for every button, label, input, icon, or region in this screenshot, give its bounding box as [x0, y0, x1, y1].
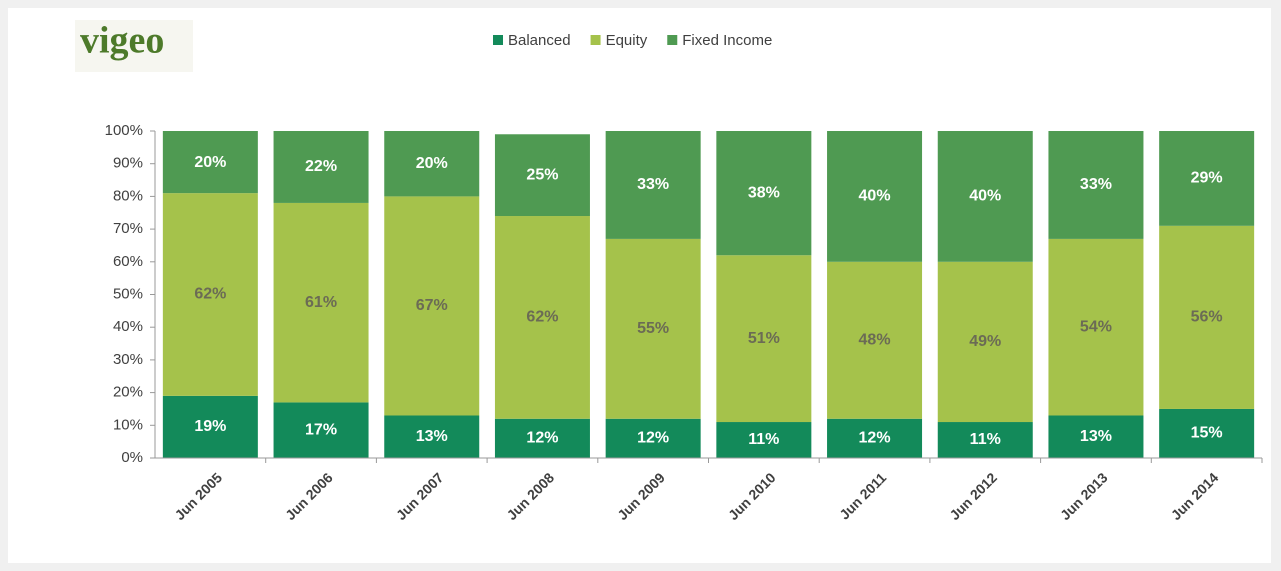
bar-segment: [937, 131, 1033, 262]
bar-segment: [1159, 408, 1255, 458]
y-tick-label: 90%: [113, 155, 143, 172]
bar-segment: [273, 402, 369, 458]
bar-segment: [1048, 415, 1144, 458]
data-label: 33%: [1080, 176, 1112, 193]
y-tick-label: 20%: [113, 384, 143, 401]
data-label: 51%: [748, 330, 780, 347]
bar-segment: [605, 238, 701, 419]
legend-label: Fixed Income: [682, 32, 772, 49]
bar-segment: [827, 131, 923, 262]
data-label: 61%: [305, 294, 337, 311]
data-label: 67%: [416, 297, 448, 314]
bar-segment: [273, 131, 369, 203]
bar-segment: [605, 418, 701, 458]
data-label: 62%: [526, 309, 558, 326]
bar-segment: [605, 131, 701, 239]
bar-segment: [162, 193, 258, 396]
data-label: 15%: [1191, 425, 1223, 442]
bar-segment: [384, 196, 480, 416]
bar-segment: [937, 261, 1033, 423]
bar-segment: [716, 255, 812, 423]
data-label: 56%: [1191, 309, 1223, 326]
data-label: 33%: [637, 176, 669, 193]
data-label: 12%: [859, 430, 891, 447]
y-tick-label: 100%: [105, 122, 143, 139]
legend-swatch: [667, 35, 678, 45]
data-label: 12%: [637, 430, 669, 447]
data-label: 62%: [194, 286, 226, 303]
legend-label: Balanced: [508, 32, 571, 49]
bar-segment: [384, 131, 480, 197]
bar-segment: [716, 422, 812, 458]
bar-segment: [1159, 225, 1255, 409]
data-label: 13%: [416, 428, 448, 445]
data-label: 12%: [526, 430, 558, 447]
data-label: 38%: [748, 184, 780, 201]
bar-segment: [384, 415, 480, 458]
y-tick-label: 10%: [113, 416, 143, 433]
bar-segment: [162, 395, 258, 458]
data-label: 11%: [970, 431, 1001, 448]
bar-segment: [494, 216, 590, 419]
bar-segment: [937, 422, 1033, 458]
data-label: 55%: [637, 320, 669, 337]
logo: vigeo: [80, 20, 164, 62]
bar-segment: [273, 202, 369, 403]
data-label: 19%: [194, 418, 226, 435]
y-tick-label: 80%: [113, 187, 143, 204]
y-tick-label: 40%: [113, 318, 143, 335]
bar-segment: [1159, 131, 1255, 226]
bar-segment: [494, 134, 590, 217]
data-label: 11%: [748, 431, 779, 448]
bar-segment: [827, 418, 923, 458]
data-label: 20%: [416, 155, 448, 172]
y-tick-label: 30%: [113, 351, 143, 368]
bar-segment: [1048, 238, 1144, 416]
data-label: 20%: [194, 154, 226, 171]
data-label: 48%: [859, 331, 891, 348]
data-label: 29%: [1191, 170, 1223, 187]
data-label: 54%: [1080, 318, 1112, 335]
bar-segment: [162, 131, 258, 194]
logo-box: [75, 20, 193, 72]
data-label: 49%: [969, 333, 1001, 350]
data-label: 17%: [305, 421, 337, 438]
data-label: 22%: [305, 158, 337, 175]
y-tick-label: 60%: [113, 253, 143, 270]
bar-segment: [1048, 131, 1144, 239]
data-label: 40%: [859, 188, 891, 205]
legend-swatch: [493, 35, 503, 45]
legend-label: Equity: [606, 32, 648, 49]
bar-segment: [494, 418, 590, 458]
bar-segment: [827, 261, 923, 419]
y-tick-label: 50%: [113, 285, 143, 302]
data-label: 40%: [969, 188, 1001, 205]
data-label: 25%: [526, 166, 558, 183]
legend-swatch: [590, 35, 601, 45]
y-tick-label: 70%: [113, 220, 143, 237]
bar-segment: [716, 131, 812, 256]
data-label: 13%: [1080, 428, 1112, 445]
y-tick-label: 0%: [121, 449, 143, 466]
